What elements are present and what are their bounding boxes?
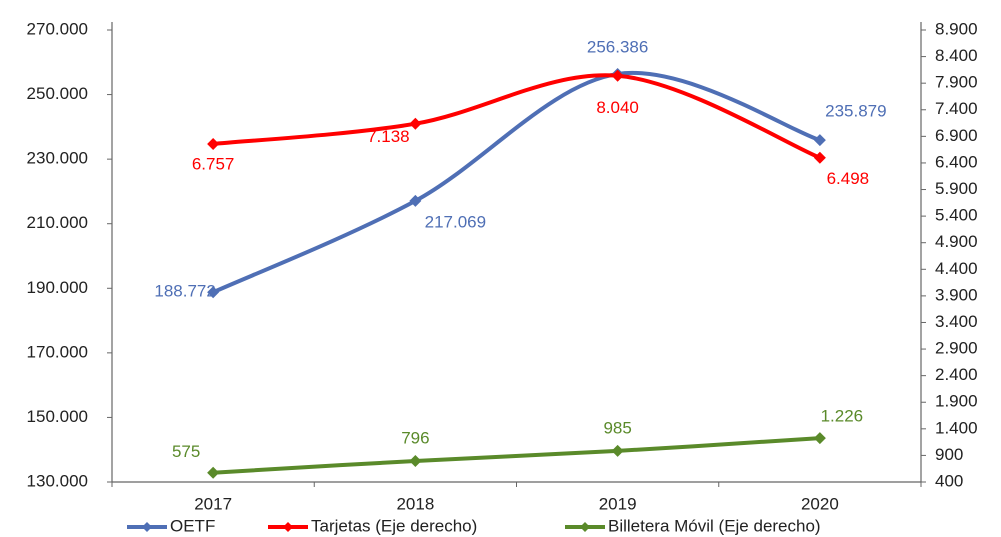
data-label: 6.757 — [192, 154, 235, 173]
marker — [813, 432, 826, 445]
y-tick-label: 230.000 — [27, 149, 88, 168]
marker — [409, 194, 422, 207]
x-tick-label: 2018 — [396, 494, 434, 513]
legend-marker — [142, 522, 152, 532]
data-label: 188.772 — [154, 282, 215, 301]
data-label: 575 — [172, 442, 200, 461]
series-line — [212, 73, 821, 160]
legend-label: OETF — [170, 516, 215, 535]
x-tick-label: 2017 — [194, 494, 232, 513]
y2-tick-label: 7.400 — [935, 99, 978, 118]
y2-tick-label: 8.400 — [935, 46, 978, 65]
legend-label: Billetera Móvil (Eje derecho) — [608, 516, 821, 535]
y2-tick-label: 5.400 — [935, 206, 978, 225]
y2-tick-label: 6.400 — [935, 152, 978, 171]
legend-label: Tarjetas (Eje derecho) — [311, 516, 477, 535]
marker — [611, 444, 624, 457]
data-label: 256.386 — [587, 37, 648, 56]
data-label: 235.879 — [825, 102, 886, 121]
series-line — [212, 70, 821, 295]
marker — [207, 286, 220, 299]
y-tick-label: 210.000 — [27, 213, 88, 232]
data-label: 796 — [401, 428, 429, 447]
y2-tick-label: 5.900 — [935, 179, 978, 198]
y-tick-label: 170.000 — [27, 342, 88, 361]
data-label: 985 — [603, 418, 631, 437]
y2-tick-label: 2.400 — [935, 365, 978, 384]
x-tick-label: 2019 — [599, 494, 637, 513]
marker — [207, 466, 220, 479]
y2-tick-label: 1.900 — [935, 392, 978, 411]
marker — [813, 151, 826, 164]
y2-tick-label: 4.400 — [935, 259, 978, 278]
data-label: 1.226 — [821, 407, 864, 426]
y2-tick-label: 900 — [935, 445, 963, 464]
y-tick-label: 130.000 — [27, 471, 88, 490]
y2-tick-label: 7.900 — [935, 73, 978, 92]
marker — [207, 137, 220, 150]
y2-tick-label: 6.900 — [935, 126, 978, 145]
marker — [813, 134, 826, 147]
y2-tick-label: 2.900 — [935, 339, 978, 358]
y-tick-label: 190.000 — [27, 278, 88, 297]
series-line — [213, 436, 821, 475]
y2-tick-label: 3.400 — [935, 312, 978, 331]
marker — [611, 69, 624, 82]
legend-marker — [580, 522, 590, 532]
y-tick-label: 150.000 — [27, 407, 88, 426]
y2-tick-label: 8.900 — [935, 19, 978, 38]
x-tick-label: 2020 — [801, 494, 839, 513]
legend-marker — [283, 522, 293, 532]
y2-tick-label: 4.900 — [935, 232, 978, 251]
marker — [409, 117, 422, 130]
data-label: 6.498 — [827, 169, 870, 188]
y2-tick-label: 3.900 — [935, 285, 978, 304]
data-label: 7.138 — [367, 127, 410, 146]
y-tick-label: 270.000 — [27, 19, 88, 38]
y2-tick-label: 1.400 — [935, 418, 978, 437]
marker — [409, 454, 422, 467]
data-label: 217.069 — [425, 212, 486, 231]
y2-tick-label: 400 — [935, 471, 963, 490]
y-tick-label: 250.000 — [27, 84, 88, 103]
data-label: 8.040 — [596, 98, 639, 117]
